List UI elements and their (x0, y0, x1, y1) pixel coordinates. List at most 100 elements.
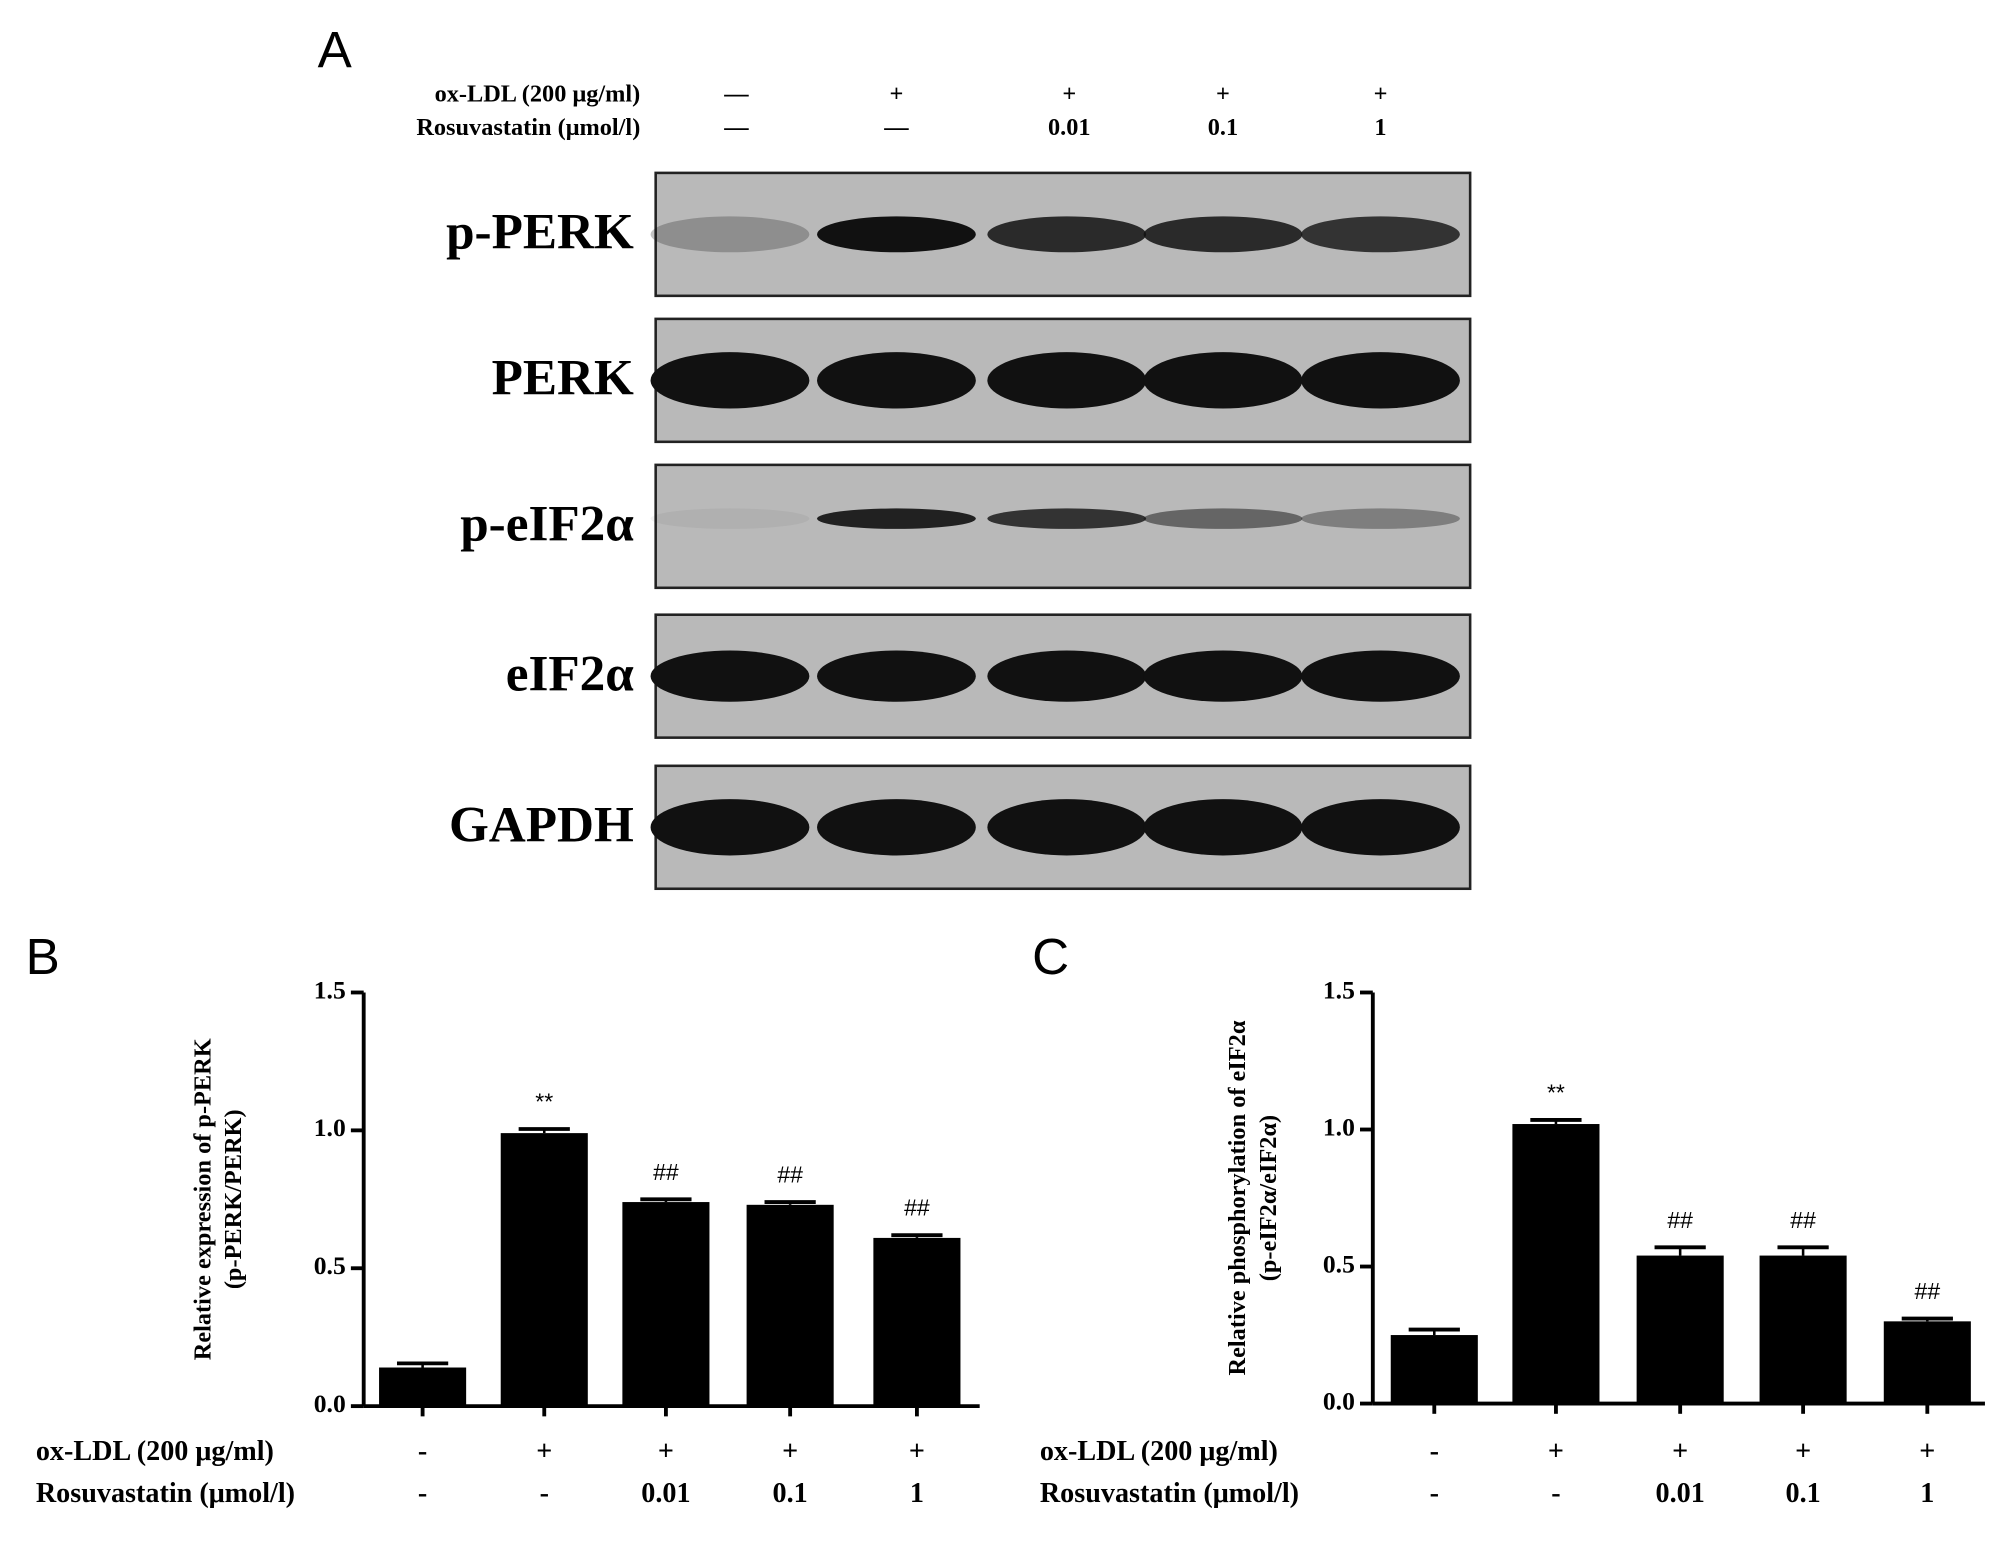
band (817, 650, 976, 702)
bar (746, 1204, 834, 1407)
category-row-label: ox-LDL (200 μg/ml) (36, 1436, 274, 1467)
annotation: ## (653, 1159, 679, 1185)
condition-value: + (1062, 81, 1076, 108)
condition-value: + (889, 81, 903, 108)
band (1301, 216, 1460, 253)
band (1143, 650, 1303, 702)
blot-label: PERK (492, 350, 634, 407)
y-axis-label: (p-PERK/PERK) (220, 1109, 247, 1289)
category-value: + (1795, 1436, 1811, 1467)
category-value: + (1672, 1436, 1688, 1467)
category-value: 0.01 (641, 1478, 690, 1509)
category-value: + (1919, 1436, 1935, 1467)
y-tick-label: 0.5 (1323, 1249, 1355, 1278)
y-tick-label: 1.5 (314, 975, 346, 1004)
category-value: + (782, 1436, 798, 1467)
category-row-label: Rosuvastatin (μmol/l) (36, 1478, 295, 1509)
blot-label: p-PERK (446, 204, 634, 261)
band (987, 650, 1147, 702)
annotation: ## (1667, 1207, 1693, 1233)
y-tick-label: 1.0 (314, 1113, 346, 1142)
band (650, 216, 810, 253)
panel-label: B (26, 928, 60, 985)
bar (1512, 1124, 1600, 1404)
category-value: - (540, 1478, 549, 1509)
bar (1390, 1335, 1478, 1404)
bar (500, 1133, 588, 1407)
category-value: - (1430, 1436, 1439, 1467)
band (650, 352, 810, 409)
band (1143, 352, 1303, 409)
bar (379, 1367, 467, 1407)
category-value: + (909, 1436, 925, 1467)
band (1301, 352, 1460, 409)
band (987, 216, 1147, 253)
category-value: 0.1 (1786, 1478, 1821, 1509)
condition-value: 0.1 (1208, 114, 1238, 141)
band (1301, 799, 1460, 856)
condition-value: + (1374, 81, 1388, 108)
band (817, 508, 976, 529)
category-value: - (1430, 1478, 1439, 1509)
y-tick-label: 1.5 (1323, 975, 1355, 1004)
category-row-label: Rosuvastatin (μmol/l) (1040, 1478, 1299, 1509)
annotation: ## (904, 1195, 930, 1221)
panel-label: C (1032, 928, 1069, 985)
blot-label: GAPDH (449, 797, 634, 854)
y-tick-label: 0.0 (1323, 1386, 1355, 1415)
condition-value: 0.01 (1048, 114, 1091, 141)
band (817, 352, 976, 409)
band (987, 508, 1147, 529)
annotation: ## (1790, 1207, 1816, 1233)
band (1143, 508, 1303, 529)
bar (622, 1202, 710, 1407)
category-value: - (1551, 1478, 1560, 1509)
y-axis-label: Relative expression of p-PERK (189, 1038, 216, 1360)
bar (873, 1237, 961, 1407)
category-row-label: ox-LDL (200 μg/ml) (1040, 1436, 1278, 1467)
condition-value: — (723, 114, 749, 141)
condition-value: — (883, 114, 909, 141)
condition-label: Rosuvastatin (μmol/l) (416, 114, 640, 141)
band (1301, 508, 1460, 529)
bar (1883, 1321, 1971, 1404)
category-value: 0.1 (773, 1478, 808, 1509)
annotation: ## (777, 1162, 803, 1188)
y-tick-label: 1.0 (1323, 1112, 1355, 1141)
category-value: 1 (910, 1478, 924, 1509)
y-axis-label: Relative phosphorylation of eIF2α (1224, 1020, 1251, 1375)
bar (1636, 1255, 1724, 1404)
category-value: + (536, 1436, 552, 1467)
condition-value: — (723, 81, 749, 108)
bar (1759, 1255, 1847, 1404)
band (817, 799, 976, 856)
condition-label: ox-LDL (200 μg/ml) (435, 81, 641, 108)
band (987, 352, 1147, 409)
category-value: + (658, 1436, 674, 1467)
blot-label: eIF2α (506, 645, 635, 702)
y-tick-label: 0.0 (314, 1389, 346, 1418)
category-value: - (418, 1436, 427, 1467)
panel-label: A (318, 21, 353, 78)
y-axis-label: (p-eIF2α/eIF2α) (1255, 1115, 1282, 1281)
annotation: ## (1915, 1278, 1941, 1304)
condition-value: 1 (1374, 114, 1386, 141)
category-value: - (418, 1478, 427, 1509)
band (1301, 650, 1460, 702)
condition-value: + (1216, 81, 1230, 108)
annotation: ** (535, 1088, 553, 1114)
band (1143, 216, 1303, 253)
blot-label: p-eIF2α (460, 496, 634, 553)
y-tick-label: 0.5 (314, 1251, 346, 1280)
category-value: 0.01 (1656, 1478, 1705, 1509)
band (987, 799, 1147, 856)
annotation: ** (1547, 1079, 1565, 1105)
band (650, 799, 810, 856)
category-value: 1 (1920, 1478, 1934, 1509)
band (817, 216, 976, 253)
band (1143, 799, 1303, 856)
band (650, 508, 810, 529)
band (650, 650, 810, 702)
